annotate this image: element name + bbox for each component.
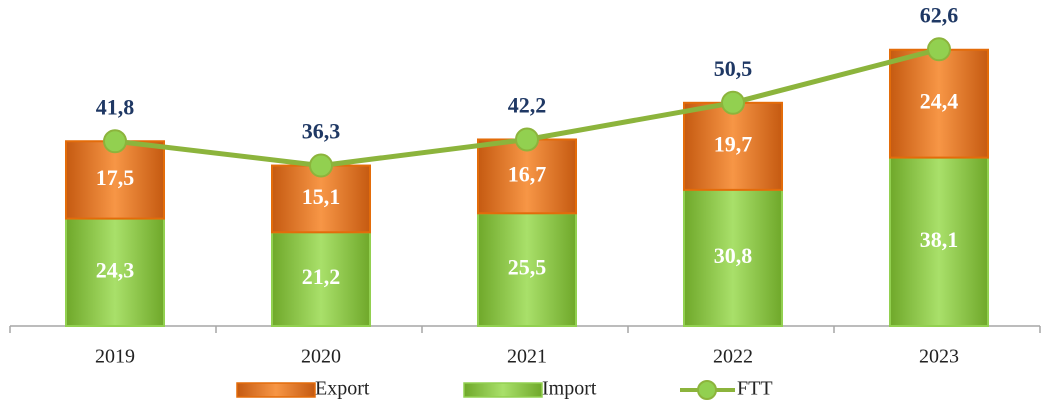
x-tick-label: 2022 (713, 346, 753, 368)
line-value-label: 50,5 (714, 56, 753, 81)
legend-swatch (463, 382, 543, 398)
bar-segment (477, 212, 577, 327)
bar-segment (65, 217, 165, 327)
bar-value-label: 21,2 (302, 264, 341, 289)
bar-value-label: 30,8 (714, 243, 753, 268)
line-marker (515, 127, 539, 152)
line-marker (103, 129, 127, 154)
legend-swatch (236, 382, 316, 398)
bar-value-label: 15,1 (302, 184, 341, 209)
line-marker (309, 153, 333, 178)
line-value-label: 36,3 (302, 119, 341, 144)
x-tick-label: 2023 (919, 346, 959, 368)
bar-segment (889, 156, 989, 327)
x-tick-label: 2019 (95, 346, 135, 368)
line-value-label: 42,2 (508, 93, 547, 118)
bar-segment (271, 164, 371, 234)
legend-label: Import (542, 378, 597, 400)
bar-segment (683, 188, 783, 327)
bar-value-label: 24,3 (96, 257, 135, 282)
bar-segment (477, 138, 577, 215)
legend-label: FTT (737, 378, 773, 400)
line-value-label: 62,6 (920, 2, 959, 27)
bar-segment (889, 48, 989, 159)
line-marker (721, 90, 745, 115)
bar-value-label: 19,7 (714, 131, 753, 156)
legend-label: Export (315, 378, 370, 400)
x-tick-label: 2021 (507, 346, 547, 368)
bar-value-label: 16,7 (508, 161, 547, 186)
bar-segment (683, 101, 783, 191)
line-marker (927, 37, 951, 62)
bar-value-label: 17,5 (96, 165, 135, 190)
line-value-label: 41,8 (96, 94, 135, 119)
legend-marker (697, 380, 717, 400)
bar-value-label: 38,1 (920, 227, 959, 252)
bar-segment (271, 231, 371, 328)
bar-value-label: 25,5 (508, 255, 547, 280)
bar-segment (65, 140, 165, 220)
bar-value-label: 24,4 (920, 89, 959, 114)
x-tick-label: 2020 (301, 346, 341, 368)
